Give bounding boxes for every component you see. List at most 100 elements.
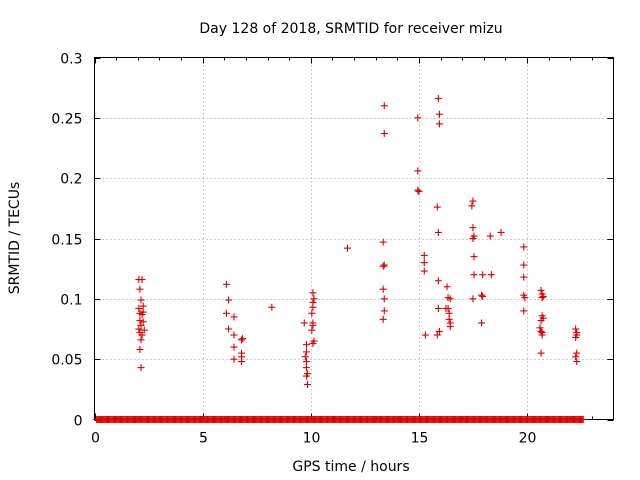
data-point bbox=[445, 315, 453, 323]
axis-ticks bbox=[94, 57, 614, 421]
data-point bbox=[137, 364, 145, 372]
data-point bbox=[521, 294, 529, 302]
x-tick-label: 0 bbox=[91, 431, 100, 447]
data-point bbox=[309, 339, 317, 347]
data-point bbox=[536, 324, 544, 332]
data-point bbox=[434, 228, 442, 236]
data-point bbox=[239, 335, 247, 343]
data-point bbox=[538, 294, 546, 302]
data-point bbox=[470, 271, 478, 279]
data-point bbox=[380, 307, 388, 315]
data-point bbox=[468, 202, 476, 210]
x-tick-label: 20 bbox=[519, 431, 537, 447]
data-point bbox=[225, 296, 233, 304]
data-point bbox=[420, 251, 428, 259]
data-point bbox=[539, 292, 547, 300]
data-point bbox=[238, 336, 246, 344]
y-tick-label: 0.25 bbox=[51, 112, 82, 128]
data-point bbox=[380, 130, 388, 138]
data-point bbox=[309, 289, 317, 297]
data-point bbox=[435, 110, 443, 118]
data-point bbox=[136, 285, 144, 293]
data-point bbox=[302, 341, 310, 349]
data-point bbox=[309, 321, 317, 329]
chart-title: Day 128 of 2018, SRMTID for receiver miz… bbox=[199, 21, 502, 37]
data-point bbox=[379, 262, 387, 270]
data-point bbox=[139, 302, 147, 310]
data-point bbox=[379, 315, 387, 323]
data-point bbox=[300, 319, 308, 327]
data-point bbox=[469, 197, 477, 205]
data-point bbox=[139, 318, 147, 326]
data-point bbox=[379, 285, 387, 293]
data-point bbox=[478, 319, 486, 327]
grid-lines bbox=[94, 57, 614, 420]
data-point bbox=[572, 353, 580, 361]
data-point bbox=[433, 331, 441, 339]
data-point bbox=[140, 326, 148, 334]
data-point bbox=[230, 355, 238, 363]
data-point bbox=[308, 309, 316, 317]
x-tick-label: 15 bbox=[411, 431, 429, 447]
data-point bbox=[308, 326, 316, 334]
y-tick-label: 0.05 bbox=[51, 353, 82, 369]
data-point bbox=[135, 325, 143, 333]
data-point bbox=[135, 304, 143, 312]
data-point bbox=[137, 336, 145, 344]
data-point bbox=[445, 309, 453, 317]
data-point bbox=[442, 304, 450, 312]
data-point bbox=[222, 309, 230, 317]
data-point bbox=[469, 235, 477, 242]
data-point bbox=[230, 313, 238, 321]
data-point bbox=[537, 286, 545, 294]
data-point bbox=[469, 224, 477, 232]
data-point bbox=[225, 325, 233, 333]
data-point bbox=[302, 348, 310, 356]
data-point bbox=[573, 349, 581, 357]
data-point bbox=[136, 317, 144, 325]
data-point bbox=[379, 238, 387, 246]
data-point bbox=[137, 296, 145, 304]
data-point bbox=[487, 271, 495, 279]
data-point bbox=[139, 308, 147, 316]
data-point bbox=[380, 102, 388, 110]
data-points bbox=[93, 95, 587, 423]
data-point bbox=[443, 283, 451, 291]
data-point bbox=[520, 261, 528, 269]
x-axis-label: GPS time / hours bbox=[292, 459, 409, 475]
data-point bbox=[136, 346, 144, 354]
data-point bbox=[420, 259, 428, 267]
data-point bbox=[520, 307, 528, 315]
data-point bbox=[137, 321, 145, 329]
data-point bbox=[537, 317, 545, 325]
data-point bbox=[537, 349, 545, 357]
data-point bbox=[573, 358, 581, 366]
data-point bbox=[434, 277, 442, 285]
data-point bbox=[238, 358, 246, 366]
data-point bbox=[414, 186, 422, 194]
data-point bbox=[446, 295, 454, 303]
data-point bbox=[446, 323, 454, 331]
plot-area-frame bbox=[94, 57, 614, 420]
data-point bbox=[435, 120, 443, 128]
baseline-point bbox=[579, 416, 587, 423]
data-point bbox=[538, 331, 546, 339]
data-point bbox=[469, 295, 477, 303]
data-point bbox=[572, 333, 580, 341]
data-point bbox=[222, 280, 230, 288]
y-axis-label: SRMTID / TECUs bbox=[7, 182, 23, 295]
y-tick-label: 0 bbox=[74, 414, 83, 430]
data-point bbox=[304, 381, 312, 389]
x-tick-label: 5 bbox=[199, 431, 208, 447]
tick-labels: 0 5 10 15 20 0 0.05 0.1 0.15 0.2 0.25 0.3 bbox=[51, 52, 536, 447]
data-point bbox=[301, 353, 309, 361]
data-point bbox=[520, 273, 528, 281]
data-point bbox=[478, 291, 486, 299]
data-point bbox=[433, 203, 441, 211]
data-point bbox=[435, 327, 443, 335]
data-point bbox=[230, 343, 238, 351]
data-point bbox=[414, 167, 422, 175]
data-point bbox=[470, 253, 478, 261]
data-point bbox=[486, 232, 494, 240]
